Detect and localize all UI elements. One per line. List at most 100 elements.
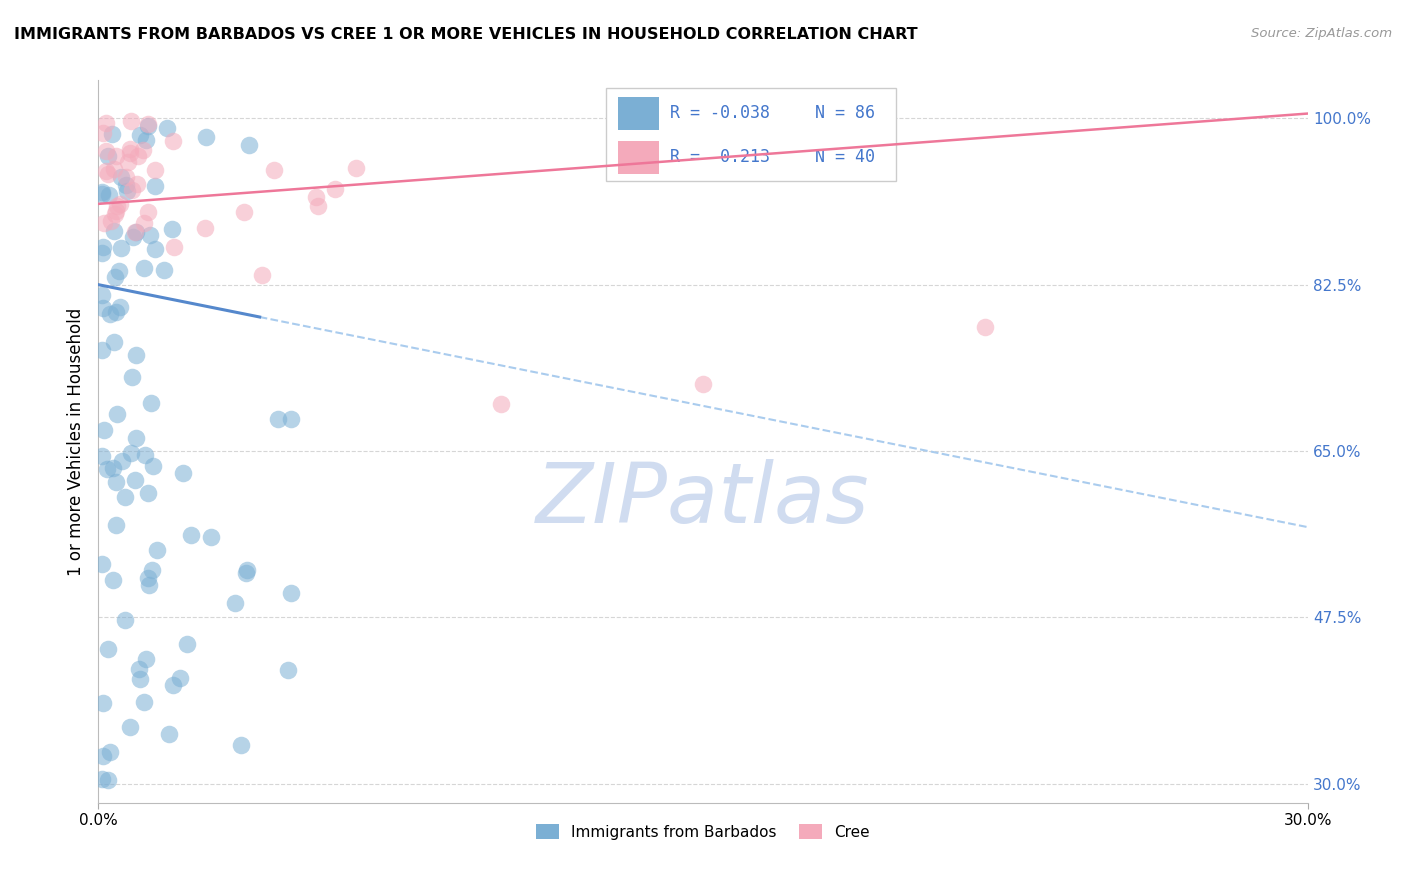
Point — [115, 184, 138, 198]
Point — [344, 161, 367, 175]
Point — [128, 662, 150, 676]
Point — [127, 178, 149, 192]
Point — [134, 216, 156, 230]
Point — [97, 168, 120, 182]
Point — [307, 198, 329, 212]
Point — [232, 204, 254, 219]
Point — [103, 161, 125, 176]
Point — [120, 145, 142, 160]
Point — [108, 264, 131, 278]
Point — [143, 242, 166, 256]
Point — [114, 169, 136, 184]
Point — [104, 475, 127, 490]
Legend: Immigrants from Barbados, Cree: Immigrants from Barbados, Cree — [530, 818, 876, 846]
Point — [491, 396, 513, 410]
Point — [105, 407, 128, 421]
Point — [974, 320, 997, 334]
Point — [93, 216, 115, 230]
Point — [277, 663, 299, 677]
Point — [135, 651, 157, 665]
Point — [91, 126, 114, 140]
Point — [136, 571, 159, 585]
Point — [121, 370, 143, 384]
Point — [91, 772, 114, 787]
Point — [132, 261, 155, 276]
Point — [139, 228, 162, 243]
Point — [117, 154, 139, 169]
Point — [97, 641, 120, 656]
Point — [157, 727, 180, 741]
Point — [96, 164, 118, 178]
Point — [231, 738, 253, 752]
Point — [180, 528, 202, 542]
Point — [93, 748, 115, 763]
Point — [120, 142, 142, 156]
Point — [114, 614, 136, 628]
Point — [97, 188, 120, 202]
Point — [280, 412, 302, 426]
Point — [136, 120, 159, 134]
Point — [91, 246, 114, 260]
Point — [91, 450, 114, 464]
Point — [238, 138, 260, 153]
Point — [143, 162, 166, 177]
Point — [156, 121, 179, 136]
Point — [120, 114, 142, 128]
Point — [146, 542, 169, 557]
Point — [267, 412, 290, 426]
Text: ZIPatlas: ZIPatlas — [536, 458, 870, 540]
Point — [323, 182, 346, 196]
Point — [152, 263, 174, 277]
Text: Source: ZipAtlas.com: Source: ZipAtlas.com — [1251, 27, 1392, 40]
Point — [98, 745, 121, 759]
Point — [101, 460, 124, 475]
Point — [105, 518, 128, 533]
Point — [121, 229, 143, 244]
Point — [101, 573, 124, 587]
Point — [127, 149, 149, 163]
Point — [91, 343, 114, 357]
Point — [97, 149, 120, 163]
Point — [96, 461, 118, 475]
Point — [692, 377, 714, 392]
Point — [91, 240, 114, 254]
Point — [91, 301, 114, 315]
Point — [138, 486, 160, 500]
Point — [100, 214, 122, 228]
Point — [124, 225, 146, 239]
Point — [91, 696, 114, 710]
Point — [162, 221, 184, 235]
Point — [104, 204, 127, 219]
Text: IMMIGRANTS FROM BARBADOS VS CREE 1 OR MORE VEHICLES IN HOUSEHOLD CORRELATION CHA: IMMIGRANTS FROM BARBADOS VS CREE 1 OR MO… — [14, 27, 918, 42]
Point — [224, 596, 246, 610]
Point — [108, 197, 131, 211]
Point — [121, 183, 143, 197]
Point — [118, 720, 141, 734]
Point — [305, 190, 328, 204]
Point — [104, 270, 127, 285]
Point — [136, 205, 159, 219]
Point — [105, 149, 128, 163]
Point — [132, 695, 155, 709]
Point — [110, 241, 132, 255]
Point — [143, 179, 166, 194]
Point — [120, 446, 142, 460]
Point — [91, 288, 114, 302]
Point — [194, 220, 217, 235]
Point — [195, 130, 218, 145]
Point — [200, 530, 222, 544]
Point — [142, 459, 165, 474]
Point — [250, 268, 273, 283]
Point — [128, 128, 150, 143]
Point — [97, 773, 120, 788]
Point — [91, 187, 114, 202]
Point — [105, 199, 128, 213]
Point — [110, 170, 132, 185]
Point — [103, 334, 125, 349]
Point — [124, 473, 146, 487]
Point — [134, 448, 156, 462]
Point — [93, 423, 115, 437]
Point — [108, 301, 131, 315]
Point — [104, 207, 127, 221]
Point — [280, 585, 302, 599]
